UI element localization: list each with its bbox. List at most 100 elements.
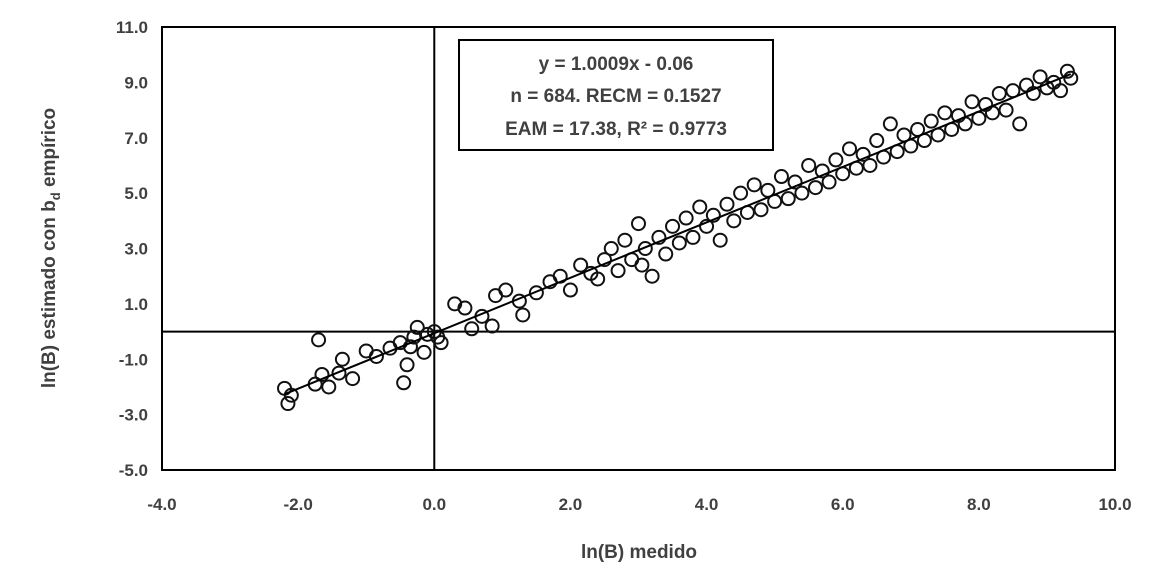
data-point: [998, 102, 1014, 118]
data-point: [699, 218, 715, 234]
data-point: [794, 185, 810, 201]
x-tick-label: 8.0: [967, 495, 991, 514]
data-point: [862, 157, 878, 173]
data-point: [773, 169, 789, 185]
data-point: [937, 105, 953, 121]
data-point: [634, 257, 650, 273]
y-tick-label: 9.0: [124, 73, 148, 92]
x-tick-label: 0.0: [422, 495, 446, 514]
data-point: [368, 348, 384, 364]
y-axis-title-main: ln(B) estimado con b: [39, 200, 60, 388]
data-point: [573, 257, 589, 273]
data-point: [1063, 70, 1079, 86]
data-point: [685, 229, 701, 245]
data-point: [321, 379, 337, 395]
data-point: [314, 366, 330, 382]
annotation-line-3: EAM = 17.38, R² = 0.9773: [505, 119, 727, 140]
data-point: [733, 185, 749, 201]
data-point: [283, 387, 299, 403]
y-tick-label: -1.0: [119, 350, 148, 369]
data-point: [1032, 69, 1048, 85]
data-point: [406, 329, 422, 345]
y-tick-label: 5.0: [124, 184, 148, 203]
data-point: [396, 375, 412, 391]
data-point: [678, 210, 694, 226]
y-tick-label: 11.0: [116, 18, 148, 37]
data-point: [787, 174, 803, 190]
data-point: [780, 191, 796, 207]
data-point: [869, 133, 885, 149]
fit-line: [284, 73, 1072, 396]
data-point: [964, 94, 980, 110]
fit-line-group: [284, 73, 1072, 396]
data-point: [807, 180, 823, 196]
reference-lines: [162, 27, 1115, 470]
data-point: [311, 332, 327, 348]
y-tick-label: -3.0: [119, 406, 148, 425]
y-tick-label: 1.0: [124, 295, 148, 314]
data-point: [345, 371, 361, 387]
data-point: [280, 396, 296, 412]
data-point: [991, 85, 1007, 101]
data-point: [644, 268, 660, 284]
data-point: [631, 216, 646, 232]
data-point: [753, 202, 769, 218]
data-point: [603, 241, 619, 256]
data-point: [726, 213, 742, 229]
x-tick-label: 10.0: [1098, 495, 1131, 514]
x-tick-label: 4.0: [695, 495, 719, 514]
data-point: [590, 271, 606, 287]
data-point: [528, 285, 544, 301]
data-point: [498, 282, 514, 298]
data-point: [712, 232, 728, 248]
data-point: [1059, 63, 1075, 79]
y-axis-title-tail: empírico: [39, 108, 60, 192]
data-point: [402, 339, 418, 355]
data-point: [331, 365, 347, 381]
data-point: [882, 116, 898, 132]
data-point: [814, 163, 830, 179]
data-point: [719, 196, 735, 212]
data-point: [515, 307, 531, 323]
x-tick-label: 6.0: [831, 495, 855, 514]
x-tick-label: -4.0: [147, 495, 176, 514]
data-point: [416, 344, 432, 360]
data-point: [1053, 83, 1069, 99]
data-point: [596, 252, 612, 268]
x-tick-label: 2.0: [559, 495, 583, 514]
data-point: [692, 199, 708, 215]
x-tick-labels: -4.0 -2.0 0.0 2.0 4.0 6.0 8.0 10.0: [147, 495, 1131, 514]
data-point: [801, 157, 817, 173]
data-point: [484, 318, 500, 334]
data-point: [705, 207, 721, 223]
y-tick-labels: 11.0 9.0 7.0 5.0 3.0 1.0 -1.0 -3.0 -5.0: [116, 18, 148, 480]
regression-annotation: y = 1.0009x - 0.06 n = 684. RECM = 0.152…: [458, 39, 774, 151]
data-point: [399, 357, 415, 373]
data-point: [617, 232, 633, 248]
data-point: [409, 319, 425, 335]
data-point: [334, 351, 350, 367]
data-point: [671, 235, 687, 251]
data-point: [842, 141, 858, 157]
data-point: [821, 174, 837, 190]
data-point: [1012, 116, 1028, 132]
data-point: [658, 246, 674, 262]
data-point: [457, 300, 473, 316]
data-point: [665, 218, 681, 234]
x-tick-label: -2.0: [283, 495, 312, 514]
annotation-box: [458, 39, 774, 151]
annotation-line-2: n = 684. RECM = 0.1527: [510, 86, 721, 107]
data-point: [1025, 85, 1041, 101]
annotation-line-1: y = 1.0009x - 0.06: [539, 54, 694, 75]
data-point: [433, 335, 449, 351]
x-axis-title: ln(B) medido: [581, 542, 697, 563]
y-tick-label: 7.0: [124, 129, 148, 148]
y-axis-title: ln(B) estimado con bd empírico: [39, 108, 63, 388]
data-point: [855, 146, 871, 162]
data-point: [464, 321, 480, 337]
data-point: [746, 177, 762, 193]
data-point: [610, 263, 626, 279]
data-point: [923, 113, 939, 129]
data-point: [637, 241, 653, 256]
